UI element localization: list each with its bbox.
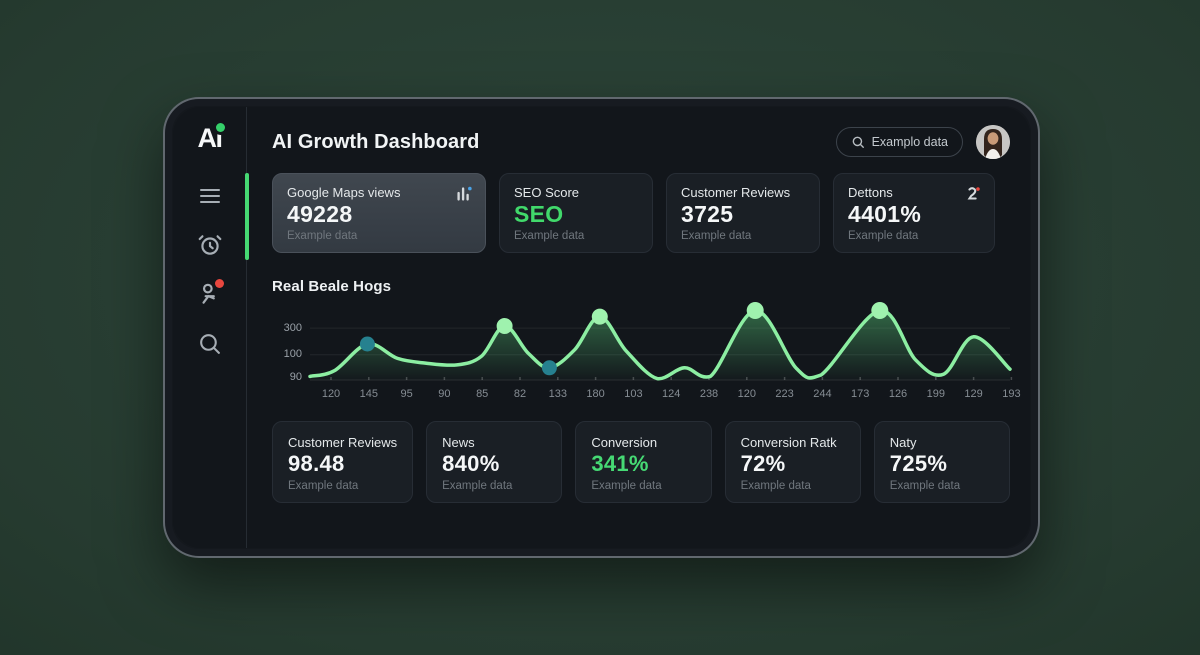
card-subtitle: Example data xyxy=(288,479,359,492)
card-value: 3725 xyxy=(681,201,734,227)
tablet-frame: Ai xyxy=(163,97,1040,558)
x-tick-label: 120 xyxy=(737,388,756,401)
card-value: 72% xyxy=(740,451,786,477)
search-pill-label: Examplo data xyxy=(871,135,948,149)
stat-card-conversion-rate[interactable]: Conversion Ratk 72% Example data xyxy=(724,421,861,503)
card-subtitle: Example data xyxy=(848,230,919,243)
chart-x-axis: 120 145 95 90 85 82 133 180 103 124 238 120 223 244 17… xyxy=(310,388,1021,404)
area-chart xyxy=(308,302,1013,381)
active-indicator xyxy=(244,173,249,260)
stat-card-customer-reviews[interactable]: Customer Reviews 3725 Example data xyxy=(666,173,820,254)
card-value: 49228 xyxy=(287,201,353,227)
card-subtitle: Example data xyxy=(591,479,662,492)
alarm-clock-icon xyxy=(198,235,221,255)
x-tick-label: 145 xyxy=(359,388,378,401)
card-title: Dettons xyxy=(848,185,893,200)
search-nav-button[interactable] xyxy=(193,326,227,360)
trend-chart-icon xyxy=(455,185,473,208)
card-subtitle: Example data xyxy=(681,230,752,243)
avatar[interactable] xyxy=(976,125,1010,159)
menu-button[interactable] xyxy=(193,179,227,213)
x-tick-label: 120 xyxy=(321,388,341,401)
x-tick-label: 199 xyxy=(926,388,945,401)
person-add-icon xyxy=(964,185,982,208)
search-icon xyxy=(852,136,864,148)
card-subtitle: Example data xyxy=(740,479,811,492)
card-title: Customer Reviews xyxy=(681,185,791,200)
stats-row-top: Google Maps views 49228 Example data SEO… xyxy=(272,173,1010,254)
card-value: 341% xyxy=(591,451,649,477)
hamburger-icon xyxy=(199,189,220,203)
stat-card-news[interactable]: News 840% Example data xyxy=(426,421,563,503)
card-title: Naty xyxy=(889,435,917,451)
card-title: Conversion Ratk xyxy=(740,435,837,451)
card-subtitle: Example data xyxy=(442,479,513,492)
stat-card-seo-score[interactable]: SEO Score SEO Example data xyxy=(499,173,653,254)
y-tick-label: 300 xyxy=(283,321,302,334)
app-logo: Ai xyxy=(173,123,246,154)
y-tick-label: 100 xyxy=(283,348,302,361)
x-tick-label: 85 xyxy=(476,388,489,401)
dashboard-screen: Ai xyxy=(173,107,1030,548)
card-title: Customer Reviews xyxy=(288,435,398,451)
notification-badge xyxy=(214,279,224,288)
stats-row-bottom: Customer Reviews 98.48 Example data News… xyxy=(272,421,1011,503)
x-tick-label: 129 xyxy=(964,388,983,401)
sidebar: Ai xyxy=(173,107,249,548)
x-tick-label: 238 xyxy=(699,388,719,401)
card-value: 725% xyxy=(889,451,948,477)
chart-y-axis: 300 100 90 xyxy=(272,304,310,384)
logo-dot xyxy=(216,123,225,132)
x-tick-label: 82 xyxy=(513,388,527,401)
x-tick-label: 124 xyxy=(662,388,681,401)
card-subtitle: Example data xyxy=(287,230,358,243)
avatar-image xyxy=(976,125,1010,159)
alarm-button[interactable] xyxy=(193,228,227,262)
card-title: SEO Score xyxy=(514,185,580,200)
page-title: AI Growth Dashboard xyxy=(272,130,480,153)
x-tick-label: 244 xyxy=(813,388,832,401)
chart-title: Real Beale Hogs xyxy=(272,278,392,296)
x-tick-label: 95 xyxy=(400,388,413,401)
card-value: 840% xyxy=(442,451,500,477)
stat-card-dettons[interactable]: Dettons 4401% Example data xyxy=(833,173,995,254)
x-tick-label: 193 xyxy=(1002,388,1021,401)
header: AI Growth Dashboard Examplo data xyxy=(272,121,1010,163)
card-title: Conversion xyxy=(591,435,658,451)
people-button[interactable] xyxy=(193,277,227,311)
x-tick-label: 90 xyxy=(438,388,451,401)
stat-card-naty[interactable]: Naty 725% Example data xyxy=(873,421,1011,503)
chart-section: Real Beale Hogs 300 100 90 120 145 95 90 85 82 1… xyxy=(272,278,1021,404)
stat-card-google-maps-views[interactable]: Google Maps views 49228 Example data xyxy=(272,173,486,254)
x-tick-label: 180 xyxy=(586,388,605,401)
stat-card-customer-reviews-2[interactable]: Customer Reviews 98.48 Example data xyxy=(272,421,414,503)
card-subtitle: Example data xyxy=(889,479,961,492)
x-tick-label: 126 xyxy=(888,388,908,401)
chart: 300 100 90 xyxy=(272,302,1013,384)
chart-plot-area xyxy=(308,302,1013,384)
person-icon xyxy=(201,283,215,304)
main-content: AI Growth Dashboard Examplo data xyxy=(247,107,1030,548)
search-pill[interactable]: Examplo data xyxy=(835,127,963,157)
card-value: 4401% xyxy=(848,201,922,227)
card-title: Google Maps views xyxy=(287,185,401,200)
card-title: News xyxy=(442,435,475,451)
search-icon xyxy=(200,333,220,354)
card-subtitle: Example data xyxy=(514,230,585,243)
x-tick-label: 133 xyxy=(548,388,567,401)
card-value: 98.48 xyxy=(288,451,345,477)
stat-card-conversion[interactable]: Conversion 341% Example data xyxy=(575,421,712,503)
sidebar-nav xyxy=(173,179,246,360)
x-tick-label: 103 xyxy=(624,388,643,401)
y-tick-label: 90 xyxy=(289,371,302,384)
card-value: SEO xyxy=(514,201,564,227)
x-tick-label: 223 xyxy=(775,388,794,401)
x-tick-label: 173 xyxy=(851,388,870,401)
